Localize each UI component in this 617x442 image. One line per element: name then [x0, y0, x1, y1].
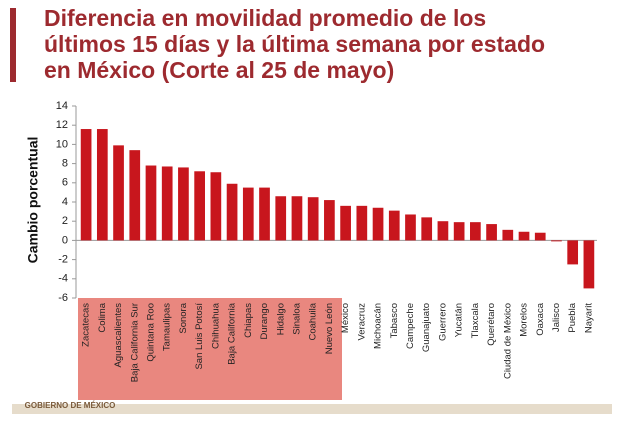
chart-title: en México (Corte al 25 de mayo)	[44, 57, 394, 83]
y-tick-label: 6	[62, 177, 68, 189]
bar	[534, 232, 546, 241]
bar	[307, 197, 319, 241]
bar	[96, 129, 108, 241]
y-tick-label: 2	[62, 215, 68, 227]
bar	[567, 240, 579, 265]
x-tick-label: Jalisco	[551, 303, 562, 332]
bar	[210, 172, 222, 241]
bar	[161, 166, 173, 241]
y-tick-label: 8	[62, 158, 68, 170]
bar	[145, 165, 157, 241]
x-tick-label: Tamaulipas	[162, 303, 173, 351]
x-tick-label: Veracruz	[356, 303, 367, 341]
x-tick-label: Tabasco	[389, 303, 400, 338]
bar	[275, 196, 287, 241]
x-tick-label: Nuevo León	[324, 303, 335, 354]
x-tick-label: Guanajuato	[421, 303, 432, 352]
x-tick-label: Campeche	[405, 303, 416, 349]
x-tick-label: Sonora	[178, 302, 189, 333]
x-tick-label: Tlaxcala	[470, 302, 481, 338]
x-tick-label: Ciudad de México	[502, 303, 513, 379]
y-tick-label: 14	[56, 100, 68, 112]
x-tick-label: San Luis Potosí	[194, 303, 205, 370]
bar	[405, 214, 416, 241]
x-tick-label: Baja California Sur	[129, 303, 140, 382]
x-tick-label: Yucatán	[454, 303, 465, 337]
x-tick-label: Aguascalientes	[113, 303, 124, 368]
bar	[388, 210, 400, 241]
y-tick-label: -4	[58, 273, 68, 285]
x-tick-label: Morelos	[519, 303, 530, 337]
chart-title: Diferencia en movilidad promedio de los	[44, 5, 486, 31]
bar	[502, 229, 514, 241]
bar	[129, 150, 141, 241]
x-tick-label: Michoacán	[373, 303, 384, 349]
footer-band	[12, 404, 612, 414]
x-tick-label: Oaxaca	[535, 302, 546, 335]
y-tick-label: 10	[56, 138, 68, 150]
y-tick-label: 4	[62, 196, 68, 208]
bar	[291, 196, 303, 241]
x-tick-label: Guerrero	[437, 303, 448, 341]
bar	[372, 207, 384, 241]
x-tick-label: Hidalgo	[275, 303, 286, 335]
bar	[518, 231, 530, 241]
y-tick-label: -2	[58, 254, 68, 266]
bar	[437, 221, 449, 241]
logo: GOBIERNO DE MÉXICO	[25, 401, 116, 410]
bar	[259, 187, 270, 241]
accent-bar	[10, 8, 16, 82]
bar	[453, 222, 465, 241]
bar	[324, 200, 335, 241]
bar	[226, 183, 238, 241]
chart-title: últimos 15 días y la última semana por e…	[44, 31, 545, 57]
y-tick-label: -6	[58, 292, 68, 304]
bar	[470, 222, 481, 241]
bar	[178, 167, 189, 241]
bar	[80, 129, 92, 241]
bar	[421, 217, 433, 241]
x-tick-label: Chihuahua	[210, 302, 221, 349]
bar	[551, 240, 562, 242]
y-axis-label: Cambio porcentual	[25, 137, 41, 264]
x-tick-label: Sinaloa	[291, 302, 302, 334]
x-tick-label: Coahuila	[308, 302, 319, 340]
x-tick-label: Chiapas	[243, 303, 254, 338]
bar	[194, 171, 205, 241]
bar	[356, 205, 368, 241]
x-tick-label: Zacatecas	[81, 303, 92, 347]
x-tick-label: Puebla	[567, 302, 578, 332]
x-tick-label: Baja California	[227, 302, 238, 364]
x-tick-label: México	[340, 303, 351, 333]
bar	[242, 187, 254, 241]
bar	[340, 205, 351, 241]
bar	[583, 240, 595, 289]
highlight	[78, 298, 342, 400]
y-tick-label: 0	[62, 234, 68, 246]
x-tick-label: Durango	[259, 303, 270, 339]
x-tick-label: Querétaro	[486, 303, 497, 346]
bar	[486, 224, 497, 241]
x-tick-label: Colima	[97, 302, 108, 332]
bar	[113, 145, 124, 241]
x-tick-label: Quintana Roo	[146, 303, 157, 362]
x-tick-label: Nayarit	[583, 303, 594, 333]
y-tick-label: 12	[56, 119, 68, 131]
